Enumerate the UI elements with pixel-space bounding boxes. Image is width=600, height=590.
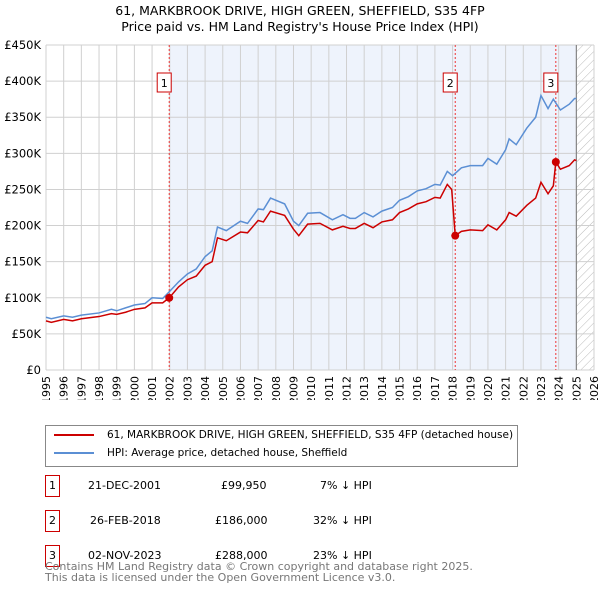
transaction-date: 02-NOV-2023 (88, 549, 162, 562)
x-tick-label: 2019 (464, 376, 477, 400)
hpi-line (45, 93, 577, 320)
forecast-hatch (576, 45, 594, 370)
x-tick-label: 2025 (570, 376, 583, 400)
x-tick-label: 2022 (517, 376, 530, 400)
y-tick-label: £300K (4, 146, 41, 160)
y-tick-label: £50K (12, 327, 42, 341)
legend: 61, MARKBROOK DRIVE, HIGH GREEN, SHEFFIE… (45, 425, 518, 467)
x-tick-label: 2005 (217, 376, 230, 400)
sale-point (551, 158, 560, 166)
x-tick-label: 2006 (234, 376, 247, 400)
transaction-row: 2 26-FEB-2018 £186,000 32% ↓ HPI (45, 510, 445, 532)
transaction-date: 21-DEC-2001 (88, 479, 162, 492)
x-tick-label: 1998 (93, 376, 106, 400)
y-tick-label: £250K (4, 182, 41, 196)
x-tick-label: 2009 (287, 376, 300, 400)
x-tick-label: 2004 (199, 376, 212, 400)
y-tick-label: £350K (4, 110, 41, 124)
sale-point (165, 293, 174, 302)
x-tick-label: 2008 (270, 376, 283, 400)
transaction-hpi: 7% ↓ HPI (320, 479, 372, 492)
property-price-line (45, 158, 577, 324)
sale-marker-label: 1 (161, 77, 168, 90)
chart-title: 61, MARKBROOK DRIVE, HIGH GREEN, SHEFFIE… (115, 3, 485, 18)
x-tick-label: 2017 (429, 376, 442, 400)
x-tick-label: 2003 (181, 376, 194, 400)
x-tick-label: 2002 (164, 376, 177, 400)
x-tick-label: 1995 (40, 376, 53, 400)
sale-marker-box (442, 72, 458, 93)
x-tick-label: 2015 (394, 376, 407, 400)
price-chart: 1995 1996 1997 1998 1999 2000 2001 2002 2003 2004… (4, 38, 600, 400)
x-tick-label: 2020 (482, 376, 495, 400)
transaction-price: £99,950 (221, 479, 267, 492)
legend-label: 61, MARKBROOK DRIVE, HIGH GREEN, SHEFFIE… (107, 429, 514, 441)
x-tick-label: 2018 (447, 376, 460, 400)
legend-label: HPI: Average price, detached house, Shef… (107, 447, 348, 459)
y-tick-label: £400K (4, 74, 41, 88)
x-tick-label: 2007 (252, 376, 265, 400)
transaction-price: £288,000 (215, 549, 268, 562)
y-tick-label: £0 (26, 363, 41, 377)
y-tick-label: £100K (4, 291, 41, 305)
x-tick-label: 2016 (411, 376, 424, 400)
x-tick-label: 2026 (588, 376, 600, 400)
x-tick-label: 1996 (58, 376, 71, 400)
sale-marker-label: 3 (547, 77, 554, 90)
x-tick-label: 2013 (358, 376, 371, 400)
sale-marker-label: 2 (447, 77, 454, 90)
transaction-number: 3 (45, 545, 60, 567)
sale-marker-box (543, 72, 559, 93)
transaction-row: 3 02-NOV-2023 £288,000 23% ↓ HPI (45, 545, 445, 567)
x-tick-label: 2023 (535, 376, 548, 400)
x-tick-label: 2000 (128, 376, 141, 400)
y-tick-label: £200K (4, 219, 41, 233)
x-tick-label: 2012 (341, 376, 354, 400)
transaction-row: 1 21-DEC-2001 £99,950 7% ↓ HPI (45, 475, 445, 497)
x-tick-label: 2001 (146, 376, 159, 400)
chart-subtitle: Price paid vs. HM Land Registry's House … (121, 19, 479, 34)
x-tick-label: 1997 (75, 376, 88, 400)
legend-item-hpi: HPI: Average price, detached house, Shef… (54, 447, 347, 459)
shaded-period (169, 45, 577, 370)
legend-item-property: 61, MARKBROOK DRIVE, HIGH GREEN, SHEFFIE… (54, 429, 513, 441)
y-tick-label: £450K (4, 38, 41, 52)
transaction-price: £186,000 (215, 514, 268, 527)
y-tick-label: £150K (4, 255, 41, 269)
transaction-hpi: 23% ↓ HPI (313, 549, 372, 562)
transaction-date: 26-FEB-2018 (90, 514, 161, 527)
sale-point (451, 231, 460, 240)
transaction-number: 2 (45, 510, 60, 532)
sale-marker-box (156, 72, 172, 93)
x-tick-label: 1999 (111, 376, 124, 400)
x-tick-label: 2024 (553, 376, 566, 400)
x-tick-label: 2010 (305, 376, 318, 400)
transaction-number: 1 (45, 475, 60, 497)
x-tick-label: 2011 (323, 376, 336, 400)
transaction-hpi: 32% ↓ HPI (313, 514, 372, 527)
x-tick-label: 2021 (500, 376, 513, 400)
footer-copyright: Contains HM Land Registry data © Crown c… (45, 560, 473, 573)
x-tick-label: 2014 (376, 376, 389, 400)
footer-licence: This data is licensed under the Open Gov… (45, 571, 396, 584)
